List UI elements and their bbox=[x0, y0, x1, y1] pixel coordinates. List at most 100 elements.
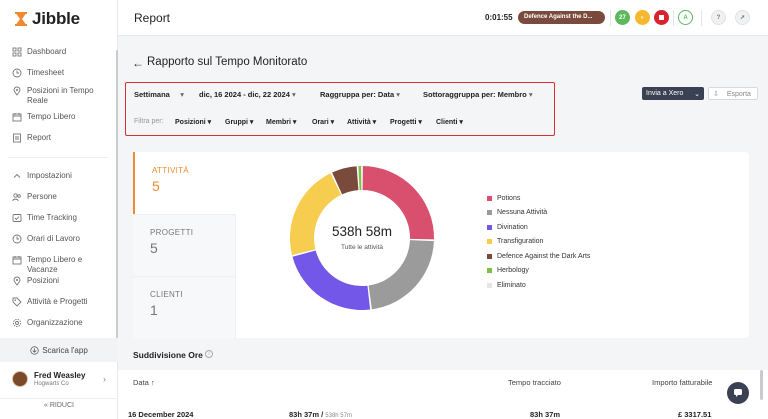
people-icon bbox=[12, 193, 21, 202]
updates-button[interactable]: ➚ bbox=[735, 10, 750, 25]
sidebar-item-locations[interactable]: Posizioni bbox=[0, 276, 65, 286]
column-header-tracked[interactable]: Tempo tracciato bbox=[508, 378, 561, 387]
legend-swatch bbox=[487, 239, 492, 245]
tab-projects[interactable]: PROGETTI 5 bbox=[133, 214, 236, 276]
download-app-button[interactable]: Scarica l'app bbox=[0, 338, 118, 362]
row-tracked-total: 83h 37m bbox=[530, 410, 561, 419]
sidebar-item-label: Persone bbox=[27, 192, 57, 201]
filter-activities[interactable]: Attività ▾ bbox=[347, 119, 377, 126]
period-select[interactable]: Settimana ▾ bbox=[134, 90, 185, 99]
logo[interactable]: Jibble bbox=[14, 9, 80, 29]
user-menu[interactable]: Fred Weasley Hogwarts Co › bbox=[0, 364, 118, 394]
send-to-xero-button[interactable]: Invia a Xero ⌄ bbox=[642, 87, 704, 100]
donut-slice-defence-against-the-dark-arts[interactable] bbox=[332, 166, 359, 195]
sidebar-scrollbar[interactable] bbox=[116, 50, 118, 340]
filter-locations[interactable]: Posizioni ▾ bbox=[175, 119, 212, 126]
sidebar-item-activities-projects[interactable]: Attività e Progetti bbox=[0, 297, 93, 307]
filter-members[interactable]: Membri ▾ bbox=[266, 119, 297, 126]
pause-status-button[interactable]: ◐ bbox=[635, 10, 650, 25]
filter-schedules[interactable]: Orari ▾ bbox=[312, 119, 335, 126]
filter-groups[interactable]: Gruppi ▾ bbox=[225, 119, 254, 126]
rocket-icon: ➚ bbox=[739, 15, 746, 21]
sidebar-item-timesheet[interactable]: Timesheet bbox=[0, 68, 70, 78]
sidebar-item-organization[interactable]: Organizzazione bbox=[0, 318, 89, 328]
help-icon: ? bbox=[716, 14, 721, 21]
donut-slice-nessuna-attivit-[interactable] bbox=[368, 240, 434, 310]
status-count-badge[interactable]: 27 bbox=[615, 10, 630, 25]
donut-slice-herbology[interactable] bbox=[358, 166, 362, 191]
sidebar-item-dashboard[interactable]: Dashboard bbox=[0, 47, 72, 57]
sidebar-item-time-off[interactable]: Tempo Libero bbox=[0, 112, 81, 122]
donut-slice-divination[interactable] bbox=[292, 250, 371, 310]
tab-activities[interactable]: ATTIVITÀ 5 bbox=[133, 152, 236, 214]
filter-by-label: Filtra per: bbox=[134, 118, 164, 125]
clock-icon bbox=[12, 68, 22, 78]
sidebar-item-people[interactable]: Persone bbox=[0, 192, 63, 202]
column-header-billable[interactable]: Importo fatturabile bbox=[652, 378, 713, 387]
tab-divider bbox=[133, 214, 236, 215]
coffee-icon: ◐ bbox=[640, 14, 645, 21]
info-icon[interactable]: i bbox=[205, 350, 213, 358]
legend-item: Eliminato bbox=[487, 278, 590, 293]
tab-count: 5 bbox=[150, 240, 158, 256]
subgroup-by-select[interactable]: Sottoraggruppa per: Membro ▾ bbox=[423, 90, 533, 99]
current-activity-badge[interactable]: Defence Against the D... bbox=[518, 11, 605, 24]
user-avatar-button[interactable]: A bbox=[678, 10, 693, 25]
download-app-label: Scarica l'app bbox=[42, 345, 88, 355]
sidebar-item-label: Organizzazione bbox=[27, 318, 83, 327]
header-divider bbox=[610, 10, 611, 26]
chart-legend: Potions Nessuna Attività Divination Transfi… bbox=[487, 191, 590, 293]
collapse-sidebar-button[interactable]: « RIDUCI bbox=[0, 398, 118, 412]
user-name: Fred Weasley bbox=[34, 371, 86, 380]
sidebar-item-time-tracking[interactable]: Time Tracking bbox=[0, 213, 83, 223]
download-icon bbox=[30, 345, 39, 355]
activity-donut-chart bbox=[290, 166, 434, 310]
timer-display: 0:01:55 bbox=[485, 13, 513, 22]
legend-label: Eliminato bbox=[497, 281, 526, 289]
back-arrow-icon[interactable]: ← bbox=[132, 56, 144, 70]
stop-icon bbox=[659, 15, 664, 20]
report-icon bbox=[13, 133, 21, 143]
sort-up-icon: ↑ bbox=[150, 378, 155, 387]
column-header-date[interactable]: Data ↑ bbox=[133, 378, 155, 387]
sidebar-settings-header[interactable]: Impostazioni bbox=[0, 171, 78, 181]
legend-label: Nessuna Attività bbox=[497, 209, 548, 217]
stop-timer-button[interactable] bbox=[654, 10, 669, 25]
page-title: Report bbox=[134, 11, 171, 25]
sidebar-item-label: Report bbox=[27, 133, 52, 142]
date-range-select[interactable]: dic, 16 2024 - dic, 22 2024 ▾ bbox=[199, 90, 296, 99]
row-date: 16 December 2024 bbox=[128, 410, 194, 419]
gear-icon bbox=[12, 318, 22, 328]
tab-count: 1 bbox=[150, 302, 158, 318]
jibble-logo-icon bbox=[15, 12, 27, 26]
donut-slice-transfiguration[interactable] bbox=[290, 173, 342, 256]
filter-projects[interactable]: Progetti ▾ bbox=[390, 119, 422, 126]
page-scrollbar[interactable] bbox=[760, 370, 763, 400]
group-by-select[interactable]: Raggruppa per: Data ▾ bbox=[320, 90, 401, 99]
sidebar-item-report[interactable]: Report bbox=[0, 133, 57, 143]
summary-tabs: ATTIVITÀ 5 PROGETTI 5 CLIENTI 1 bbox=[133, 152, 236, 338]
sidebar: Jibble Dashboard Timesheet Posizioni in … bbox=[0, 0, 118, 419]
sidebar-item-time-off-holidays[interactable]: Tempo Libero e Vacanze bbox=[0, 255, 118, 275]
help-button[interactable]: ? bbox=[711, 10, 726, 25]
avatar bbox=[12, 371, 28, 387]
breakdown-table: Data ↑ Tempo tracciato Importo fatturabi… bbox=[118, 370, 768, 419]
sidebar-item-live-locations[interactable]: Posizioni in Tempo Reale bbox=[0, 86, 118, 106]
filter-clients[interactable]: Clienti ▾ bbox=[436, 119, 463, 126]
chevron-up-icon bbox=[13, 173, 21, 178]
sidebar-item-label: Attività e Progetti bbox=[27, 297, 88, 306]
export-button[interactable]: ⇩ Esporta bbox=[708, 87, 758, 100]
legend-item: Transfiguration bbox=[487, 235, 590, 250]
chat-support-button[interactable] bbox=[727, 382, 749, 404]
chevron-down-icon: ⌄ bbox=[694, 91, 700, 98]
legend-item: Defence Against the Dark Arts bbox=[487, 249, 590, 264]
sidebar-item-label: Posizioni bbox=[27, 276, 60, 285]
main-content: ← Rapporto sul Tempo Monitorato Settiman… bbox=[118, 36, 768, 419]
sidebar-item-work-schedules[interactable]: Orari di Lavoro bbox=[0, 234, 86, 244]
header-divider bbox=[701, 10, 702, 26]
donut-slice-potions[interactable] bbox=[362, 166, 434, 240]
chevron-right-icon: › bbox=[103, 374, 106, 384]
tab-clients[interactable]: CLIENTI 1 bbox=[133, 276, 236, 338]
sidebar-item-label: Time Tracking bbox=[27, 213, 77, 222]
